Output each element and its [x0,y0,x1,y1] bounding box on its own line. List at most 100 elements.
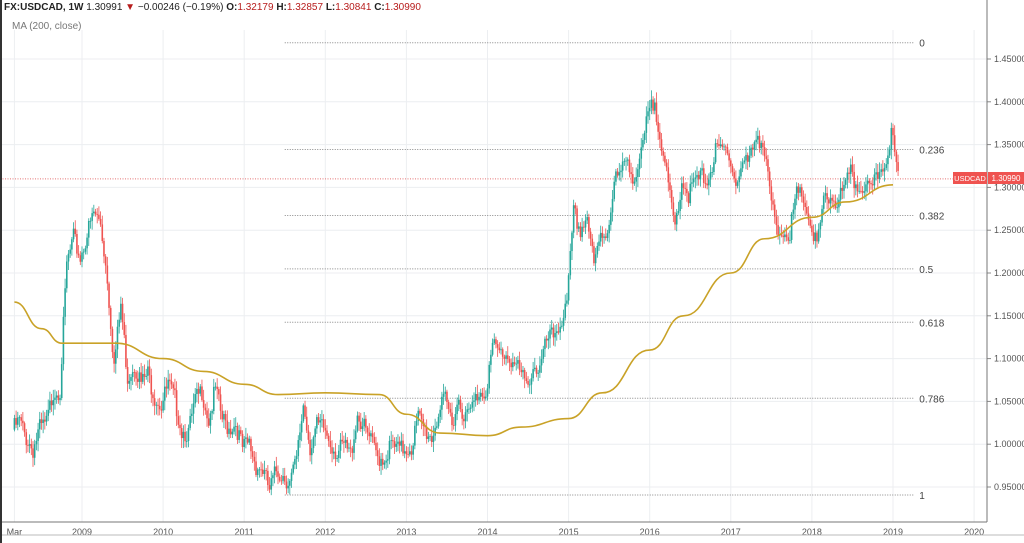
candle-body [153,398,156,406]
candle-body [368,432,371,437]
candle-body [469,407,472,409]
candle-body [135,372,137,379]
candle-body [136,378,139,382]
candle-body [16,417,19,425]
candle-body [576,208,578,229]
candle-body [65,261,68,289]
candle-body [387,459,389,461]
price-tag-value-bg [988,172,1024,184]
candle-body [880,169,882,172]
candle-body [349,447,352,449]
candle-body [224,414,227,421]
candle-body [604,236,607,238]
candle-body [104,256,107,266]
candle-body [98,214,100,219]
candle-body [240,430,242,434]
candle-body [478,396,480,401]
candle-body [91,213,93,221]
candle-body [430,436,433,443]
candle-body [354,430,357,440]
candle-body [596,245,599,255]
close-value: 1.30990 [384,2,421,13]
candle-body [410,451,413,455]
candle-body [332,451,335,454]
candle-body [603,236,605,238]
candle-body [89,220,92,222]
candle-body [512,362,514,368]
candle-body [326,430,328,436]
candle-body [272,475,274,479]
candle-body [123,322,126,335]
candle-body [657,121,659,132]
fibonacci-retracement[interactable]: 0 0.236 0.382 0.5 0.618 0.786 1 [284,39,945,502]
candle-body [866,180,869,185]
candle-body [704,182,707,184]
candle-body [635,177,637,182]
candle-body [270,478,273,490]
candle-body [702,168,705,183]
candle-body [312,437,315,449]
fib-level-label: 0.618 [919,318,944,329]
candle-body [47,409,50,416]
candle-body [376,450,379,457]
candle-body [772,200,774,205]
candle-body [534,367,536,370]
candle-body [523,369,526,379]
candle-body [681,183,683,200]
candle-body [125,334,127,368]
candle-body [40,419,43,424]
candle-body [630,172,632,175]
symbol-name: FX:USDCAD, 1W [4,2,84,13]
candle-body [336,458,338,460]
candle-body [37,429,39,441]
indicator-label[interactable]: MA (200, close) [12,21,82,32]
candle-body [228,428,230,434]
candle-body [682,183,685,189]
candle-body [481,392,484,397]
candle-body [121,303,124,323]
candle-body [831,197,833,201]
candle-body [52,400,55,406]
candle-body [447,402,450,409]
candle-body [461,409,463,419]
candle-body [895,151,898,163]
candle-body [79,255,82,262]
candle-body [591,238,594,247]
candle-body [515,363,518,365]
candle-body [187,427,190,442]
candle-body [50,400,53,406]
candle-body [802,196,805,203]
candle-body [344,439,347,443]
candle-body [145,375,148,377]
candle-body [403,451,406,454]
candle-body [82,251,85,253]
candle-body [738,176,741,183]
candle-body [726,147,729,154]
candle-body [414,425,416,446]
candle-body [485,396,487,399]
candle-body [691,182,693,184]
candle-body [564,303,567,318]
candle-body [559,326,561,333]
candle-body [804,202,806,208]
candle-body [191,413,193,416]
x-tick-label: 2019 [883,527,903,537]
candle-body [233,426,235,432]
candle-body [28,444,31,446]
candle-body [474,393,477,401]
candle-body [699,170,702,180]
candle-body [488,364,490,389]
candle-body [777,225,779,236]
candle-body [184,431,186,442]
candle-body [15,418,17,425]
fib-level-label: 0.5 [919,265,933,276]
candle-body [892,127,894,136]
candle-body [425,426,428,439]
candle-body [687,193,690,204]
candle-body [784,234,786,238]
candle-body [735,178,737,186]
candle-body [598,241,600,246]
candle-body [555,331,558,334]
candle-body [304,405,306,417]
